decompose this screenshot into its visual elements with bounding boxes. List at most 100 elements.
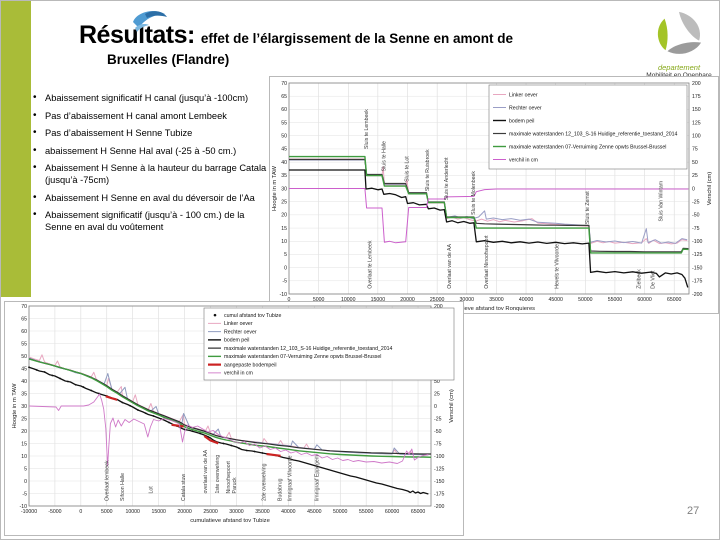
bullet-item: Abaissement H Senne à la hauteur du barr… — [31, 162, 267, 186]
svg-text:65: 65 — [21, 316, 27, 322]
svg-text:overlaat van de AA: overlaat van de AA — [203, 449, 209, 493]
svg-text:45000: 45000 — [307, 509, 322, 515]
svg-text:35: 35 — [21, 391, 27, 397]
bullet-item: abaissement H Senne Hal aval (-25 à -50 … — [31, 145, 267, 158]
svg-text:1ste overwelving: 1ste overwelving — [215, 455, 221, 494]
svg-text:-200: -200 — [692, 292, 702, 298]
svg-text:bodem peil: bodem peil — [224, 338, 249, 344]
svg-text:cumul afstand tov Tubize: cumul afstand tov Tubize — [224, 313, 281, 319]
svg-text:175: 175 — [692, 94, 701, 100]
svg-text:maximale waterstanden 07-Verru: maximale waterstanden 07-Verruiming Zenn… — [224, 354, 381, 360]
svg-text:15000: 15000 — [371, 297, 386, 303]
svg-text:-100: -100 — [434, 454, 444, 460]
svg-text:10000: 10000 — [126, 509, 141, 515]
top-chart: 0 5000 10000 15000 20000 25000 30000 35000 40000… — [269, 76, 719, 319]
svg-text:50000: 50000 — [333, 509, 348, 515]
svg-text:50: 50 — [21, 354, 27, 360]
svg-text:-75: -75 — [434, 441, 442, 447]
svg-text:Overlaat Ninoofsepoort: Overlaat Ninoofsepoort — [484, 235, 490, 289]
mow-logo: departement Mobiliteit en Openbare Werke… — [641, 9, 717, 77]
svg-text:20000: 20000 — [400, 297, 415, 303]
svg-text:Sluis te Lembeek: Sluis te Lembeek — [364, 109, 370, 149]
svg-text:20: 20 — [21, 429, 27, 435]
svg-text:Ninoofsepoort: Ninoofsepoort — [226, 461, 232, 494]
svg-text:-5: -5 — [282, 279, 287, 285]
svg-text:Sluis te Anderlecht: Sluis te Anderlecht — [444, 157, 450, 201]
svg-text:Budabrug: Budabrug — [277, 478, 283, 501]
svg-text:25: 25 — [281, 199, 287, 205]
svg-text:25000: 25000 — [203, 509, 218, 515]
svg-text:Sluis Van Wintam: Sluis Van Wintam — [658, 181, 664, 222]
svg-text:30: 30 — [281, 186, 287, 192]
svg-text:Sluis te Ruisbroek: Sluis te Ruisbroek — [425, 149, 431, 191]
svg-text:40: 40 — [21, 379, 27, 385]
svg-text:Sluis te Lot: Sluis te Lot — [405, 156, 411, 182]
svg-text:50: 50 — [434, 379, 440, 385]
svg-text:-175: -175 — [692, 279, 702, 285]
blue-splash-decoration — [133, 11, 167, 32]
svg-text:Linker oever: Linker oever — [224, 321, 253, 327]
svg-text:Overlaat van de AA: Overlaat van de AA — [447, 243, 453, 288]
svg-text:0: 0 — [288, 297, 291, 303]
bullet-item: Abaissement H Senne en aval du déversoir… — [31, 192, 267, 205]
svg-text:30000: 30000 — [229, 509, 244, 515]
svg-text:40: 40 — [281, 160, 287, 166]
svg-text:Sifoon Halle: Sifoon Halle — [120, 473, 126, 501]
svg-text:75: 75 — [692, 147, 698, 153]
svg-text:60: 60 — [21, 329, 27, 335]
svg-text:-150: -150 — [692, 265, 702, 271]
top-chart-svg: 0 5000 10000 15000 20000 25000 30000 35000 40000… — [269, 76, 719, 314]
svg-text:55: 55 — [281, 120, 287, 126]
svg-text:40000: 40000 — [281, 509, 296, 515]
svg-text:Rechter oever: Rechter oever — [509, 105, 542, 111]
svg-text:5: 5 — [24, 466, 27, 472]
logo-text-department-name: Mobiliteit en Openbare Werken — [646, 72, 712, 77]
svg-text:55: 55 — [21, 341, 27, 347]
svg-text:5000: 5000 — [101, 509, 113, 515]
svg-text:verchil in cm: verchil in cm — [224, 371, 253, 377]
svg-text:-150: -150 — [434, 479, 444, 485]
svg-text:45000: 45000 — [548, 297, 563, 303]
title-line2: Bruxelles (Flandre) — [107, 52, 230, 67]
svg-text:30000: 30000 — [460, 297, 475, 303]
svg-text:35000: 35000 — [489, 297, 504, 303]
svg-text:Overlaat lembeek: Overlaat lembeek — [105, 460, 111, 501]
svg-text:55000: 55000 — [359, 509, 374, 515]
svg-text:-200: -200 — [434, 504, 444, 510]
svg-text:35: 35 — [281, 173, 287, 179]
svg-text:Hoogte in m TAW: Hoogte in m TAW — [272, 165, 278, 211]
svg-text:Verschil (cm): Verschil (cm) — [449, 389, 455, 423]
svg-text:10000: 10000 — [341, 297, 356, 303]
svg-text:Hevels te Vilvoorde: Hevels te Vilvoorde — [555, 244, 561, 289]
title-rest: effet de l’élargissement de la Senne en … — [200, 31, 513, 46]
svg-text:25000: 25000 — [430, 297, 445, 303]
svg-text:65: 65 — [281, 94, 287, 100]
svg-text:Catala stuw: Catala stuw — [181, 474, 187, 501]
svg-text:-75: -75 — [692, 226, 700, 232]
svg-text:Linker oever: Linker oever — [509, 92, 538, 98]
svg-text:40000: 40000 — [519, 297, 534, 303]
svg-text:15: 15 — [21, 441, 27, 447]
svg-text:De Vliet: De Vliet — [651, 270, 657, 289]
svg-text:0: 0 — [79, 509, 82, 515]
svg-text:65000: 65000 — [411, 509, 426, 515]
svg-text:200: 200 — [692, 81, 701, 87]
svg-text:25: 25 — [692, 173, 698, 179]
svg-text:2de overwelving: 2de overwelving — [261, 463, 267, 501]
svg-text:15: 15 — [281, 226, 287, 232]
svg-text:Verschil (cm): Verschil (cm) — [707, 172, 713, 206]
bullet-item: Abaissement significatif H canal (jusqu’… — [31, 92, 267, 105]
svg-text:maximale waterstanden 07-Verru: maximale waterstanden 07-Verruiming Zenn… — [509, 144, 666, 150]
svg-text:50: 50 — [692, 160, 698, 166]
svg-text:maximale waterstanden 12_103_S: maximale waterstanden 12_103_S-16 Huidig… — [509, 131, 678, 137]
svg-text:60000: 60000 — [385, 509, 400, 515]
bullet-item: Abaissement significatif (jusqu’à - 100 … — [31, 209, 267, 233]
svg-text:-125: -125 — [692, 252, 702, 258]
svg-text:Hoogte in m TAW: Hoogte in m TAW — [12, 383, 18, 429]
svg-text:-50: -50 — [692, 213, 700, 219]
svg-text:20: 20 — [281, 213, 287, 219]
svg-text:70: 70 — [21, 304, 27, 310]
svg-text:150: 150 — [692, 107, 701, 113]
svg-text:65000: 65000 — [667, 297, 682, 303]
